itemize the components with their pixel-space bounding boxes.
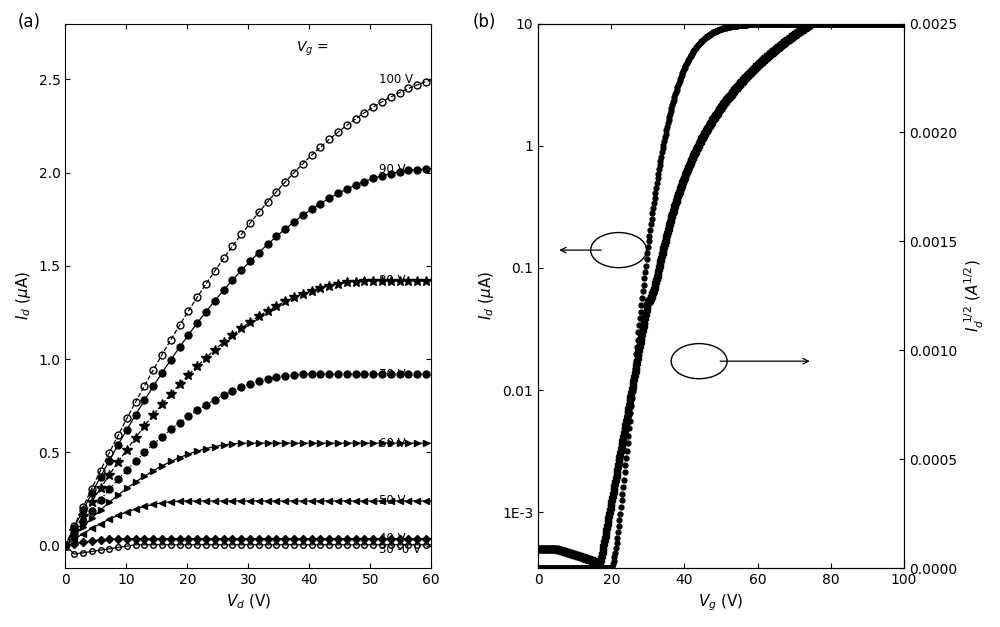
X-axis label: $V_g$ (V): $V_g$ (V) [698,593,744,613]
X-axis label: $V_d$ (V): $V_d$ (V) [226,593,271,611]
Text: (a): (a) [18,13,41,31]
Text: 70 V: 70 V [379,367,406,381]
Y-axis label: $I_d$ ($\mu$A): $I_d$ ($\mu$A) [14,271,33,320]
Text: 40 V: 40 V [379,532,406,545]
Text: 30 -0 V: 30 -0 V [379,543,421,556]
Text: 50 V: 50 V [379,495,406,507]
Text: 60 V: 60 V [379,436,406,450]
Text: 80 V: 80 V [379,275,406,287]
Text: (b): (b) [472,13,496,31]
Text: 100 V: 100 V [379,73,413,87]
Y-axis label: $I_d^{\ 1/2}$ ($A^{1/2}$): $I_d^{\ 1/2}$ ($A^{1/2}$) [963,260,986,332]
Text: $V_g$ =: $V_g$ = [296,40,328,58]
Text: 90 V: 90 V [379,162,406,176]
Y-axis label: $I_d$ ($\mu$A): $I_d$ ($\mu$A) [477,271,496,320]
